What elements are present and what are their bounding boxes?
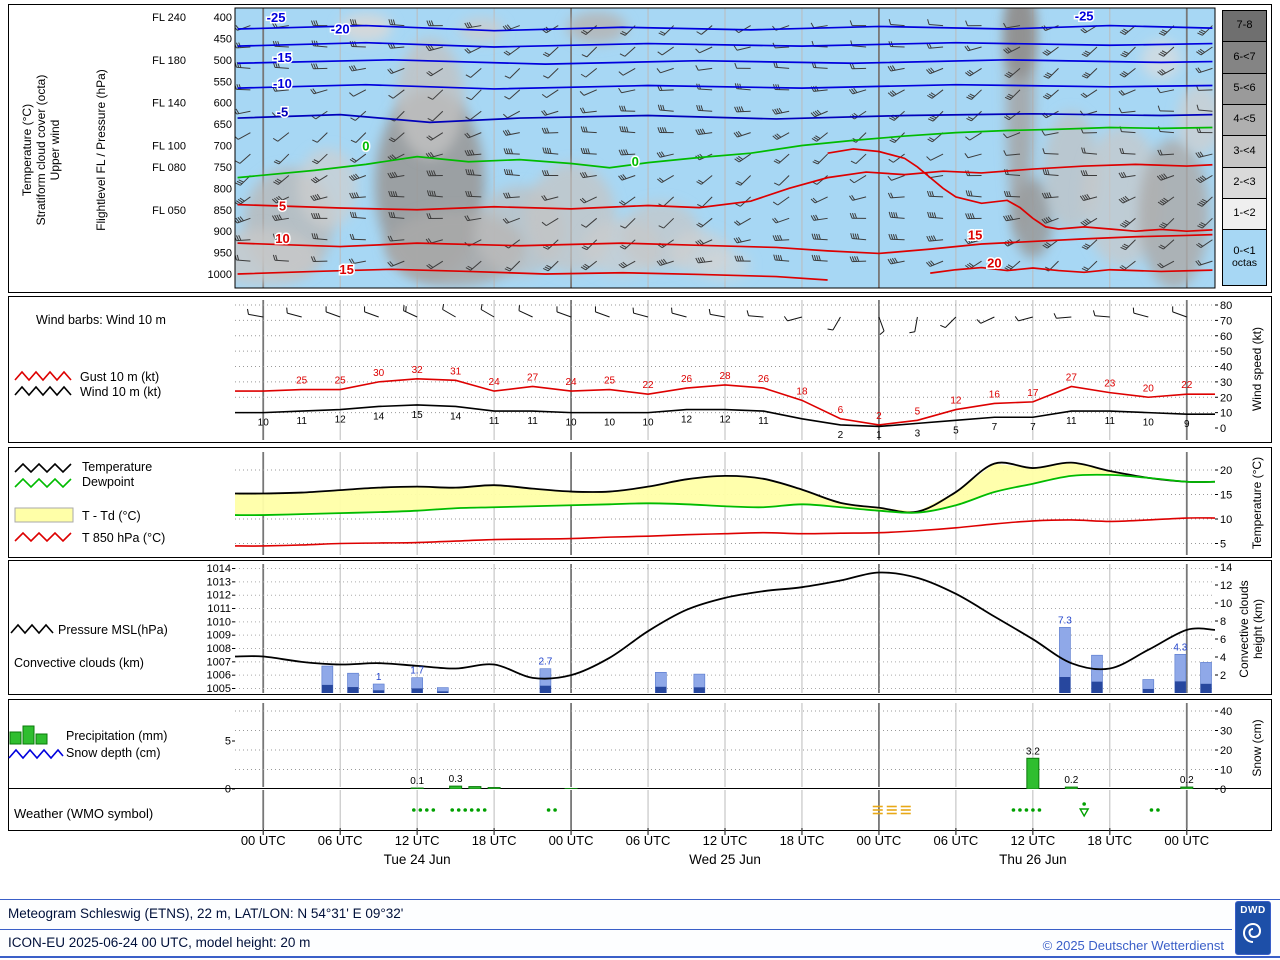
precipitation-panel bbox=[8, 699, 1272, 789]
svg-text:12 UTC: 12 UTC bbox=[703, 833, 748, 848]
svg-text:00 UTC: 00 UTC bbox=[857, 833, 902, 848]
octa-cell: 7-8 bbox=[1223, 11, 1266, 43]
octa-cell: 2-<3 bbox=[1223, 167, 1266, 200]
upper-axis-label-cloudcover: Stratiform cloud cover (octa) bbox=[34, 74, 48, 226]
gust-line-icon bbox=[14, 369, 72, 387]
t850-line-icon bbox=[14, 530, 74, 548]
precipitation-legend-label: Precipitation (mm) bbox=[66, 729, 168, 743]
octa-cell: 0-<1 octas bbox=[1223, 230, 1266, 286]
svg-text:18 UTC: 18 UTC bbox=[1087, 833, 1132, 848]
pressure-line-icon bbox=[10, 622, 54, 641]
upper-air-panel bbox=[8, 4, 1272, 293]
temperature-axis-label: Temperature (°C) bbox=[1250, 456, 1264, 550]
gust-legend-label: Gust 10 m (kt) bbox=[80, 370, 160, 384]
wind-barbs-title: Wind barbs: Wind 10 m bbox=[36, 313, 166, 327]
wind-legend-label: Wind 10 m (kt) bbox=[80, 385, 162, 399]
octa-legend: 7-8 6-<7 5-<6 4-<5 3-<4 2-<3 1-<2 0-<1 octas bbox=[1222, 10, 1267, 286]
dewpoint-legend-label: Dewpoint bbox=[82, 475, 135, 489]
svg-text:Tue 24 Jun: Tue 24 Jun bbox=[384, 852, 451, 867]
station-info: Meteogram Schleswig (ETNS), 22 m, LAT/LO… bbox=[8, 906, 404, 921]
precipitation-bars-icon bbox=[8, 722, 64, 751]
t-td-legend-label: T - Td (°C) bbox=[82, 509, 141, 523]
svg-text:06 UTC: 06 UTC bbox=[933, 833, 978, 848]
temperature-panel bbox=[8, 447, 1272, 558]
weather-legend-label: Weather (WMO symbol) bbox=[14, 806, 154, 821]
svg-text:00 UTC: 00 UTC bbox=[549, 833, 594, 848]
wind-panel bbox=[8, 296, 1272, 443]
convective-legend-label: Convective clouds (km) bbox=[14, 656, 144, 670]
octa-cell: 5-<6 bbox=[1223, 73, 1266, 106]
snow-axis-label: Snow (cm) bbox=[1250, 719, 1264, 777]
weather-panel bbox=[8, 788, 1272, 831]
footer: Meteogram Schleswig (ETNS), 22 m, LAT/LO… bbox=[0, 899, 1280, 958]
wind-axis-label: Wind speed (kt) bbox=[1250, 326, 1264, 412]
svg-text:06 UTC: 06 UTC bbox=[318, 833, 363, 848]
svg-text:Thu 26 Jun: Thu 26 Jun bbox=[999, 852, 1067, 867]
octa-cell: 1-<2 bbox=[1223, 199, 1266, 231]
octa-cell: 6-<7 bbox=[1223, 42, 1266, 74]
wind-line-icon bbox=[14, 384, 72, 402]
temperature-legend-label: Temperature bbox=[82, 460, 153, 474]
dwd-spiral-icon bbox=[1242, 922, 1262, 943]
convective-axis-label-2: height (km) bbox=[1251, 598, 1265, 660]
svg-text:18 UTC: 18 UTC bbox=[472, 833, 517, 848]
upper-axis-label-upperwind: Upper wind bbox=[48, 119, 62, 181]
dewpoint-line-icon bbox=[14, 476, 74, 494]
octa-unit-label: octas bbox=[1231, 256, 1258, 269]
upper-axis-label-flightlevel: Flightlevel FL / Pressure (hPa) bbox=[94, 69, 108, 231]
model-info: ICON-EU 2025-06-24 00 UTC, model height:… bbox=[8, 935, 311, 950]
svg-text:12 UTC: 12 UTC bbox=[1010, 833, 1055, 848]
footer-divider bbox=[0, 929, 1232, 930]
snow-line-icon bbox=[8, 747, 64, 765]
svg-text:18 UTC: 18 UTC bbox=[780, 833, 825, 848]
temperature-line-icon bbox=[14, 461, 74, 479]
convective-axis-label-1: Convective clouds bbox=[1237, 580, 1251, 678]
dwd-logo: DWD bbox=[1235, 901, 1271, 955]
copyright: © 2025 Deutscher Wetterdienst bbox=[1042, 938, 1224, 953]
pressure-panel bbox=[8, 560, 1272, 695]
octa-cell: 3-<4 bbox=[1223, 136, 1266, 168]
svg-text:Wed 25 Jun: Wed 25 Jun bbox=[689, 852, 761, 867]
svg-text:00 UTC: 00 UTC bbox=[241, 833, 286, 848]
upper-axis-label-temperature: Temperature (°C) bbox=[20, 103, 34, 197]
t850-legend-label: T 850 hPa (°C) bbox=[82, 531, 166, 545]
svg-text:06 UTC: 06 UTC bbox=[626, 833, 671, 848]
octa-cell: 4-<5 bbox=[1223, 105, 1266, 137]
dwd-logo-text: DWD bbox=[1240, 905, 1266, 916]
svg-text:12 UTC: 12 UTC bbox=[395, 833, 440, 848]
t-td-fill-icon bbox=[14, 506, 74, 529]
svg-text:00 UTC: 00 UTC bbox=[1164, 833, 1209, 848]
snow-legend-label: Snow depth (cm) bbox=[66, 746, 161, 760]
pressure-legend-label: Pressure MSL(hPa) bbox=[58, 623, 168, 637]
